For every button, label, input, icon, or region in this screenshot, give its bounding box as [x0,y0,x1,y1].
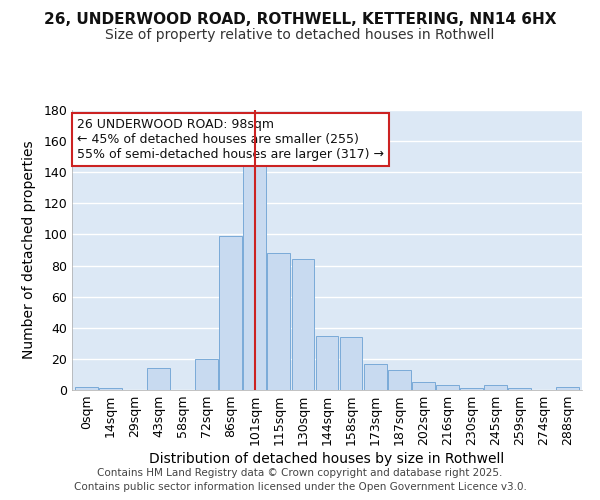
Bar [460,388,483,390]
Text: Size of property relative to detached houses in Rothwell: Size of property relative to detached ho… [106,28,494,42]
X-axis label: Distribution of detached houses by size in Rothwell: Distribution of detached houses by size … [149,452,505,466]
Bar [147,368,170,390]
Bar [364,364,386,390]
Bar [316,336,338,390]
Bar [436,386,459,390]
Bar [484,386,507,390]
Bar [388,370,410,390]
Bar [220,236,242,390]
Bar [292,260,314,390]
Bar [556,387,579,390]
Bar [195,359,218,390]
Bar [268,253,290,390]
Y-axis label: Number of detached properties: Number of detached properties [22,140,37,360]
Text: 26 UNDERWOOD ROAD: 98sqm
← 45% of detached houses are smaller (255)
55% of semi-: 26 UNDERWOOD ROAD: 98sqm ← 45% of detach… [77,118,384,162]
Bar [99,388,122,390]
Bar [340,337,362,390]
Text: Contains public sector information licensed under the Open Government Licence v3: Contains public sector information licen… [74,482,526,492]
Bar [244,163,266,390]
Bar [75,387,98,390]
Text: Contains HM Land Registry data © Crown copyright and database right 2025.: Contains HM Land Registry data © Crown c… [97,468,503,477]
Text: 26, UNDERWOOD ROAD, ROTHWELL, KETTERING, NN14 6HX: 26, UNDERWOOD ROAD, ROTHWELL, KETTERING,… [44,12,556,28]
Bar [412,382,434,390]
Bar [508,388,531,390]
